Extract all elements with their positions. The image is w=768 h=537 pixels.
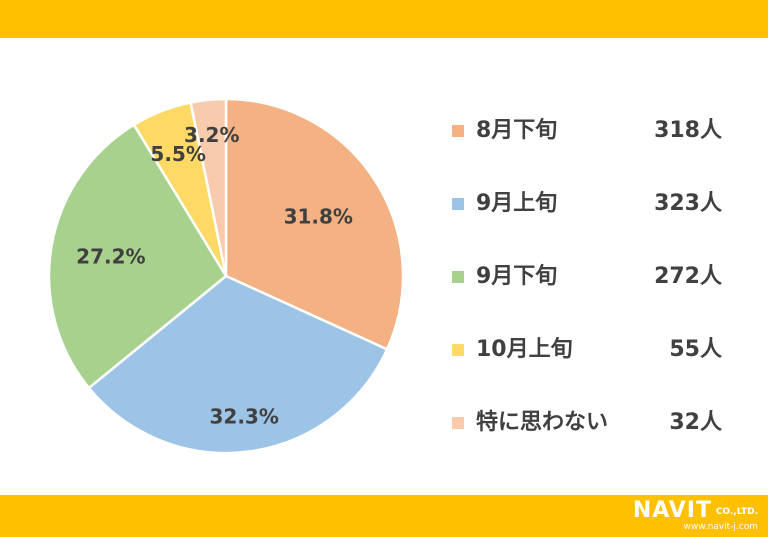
- logo-wordmark: NAVIT: [632, 498, 712, 523]
- legend-item: 特に思わない 32人: [452, 404, 742, 477]
- legend-swatch: [452, 125, 464, 137]
- legend-item: 8月下旬 318人: [452, 112, 742, 185]
- legend-swatch: [452, 344, 464, 356]
- pie-slice: [224, 97, 405, 352]
- slice-percent-label: 31.8%: [284, 205, 353, 229]
- legend-swatch: [452, 271, 464, 283]
- slice-percent-label: 32.3%: [209, 404, 278, 428]
- legend-label: 9月上旬: [476, 191, 558, 216]
- legend-label: 8月下旬: [476, 118, 558, 143]
- legend-label: 特に思わない: [476, 410, 609, 435]
- legend-swatch: [452, 198, 464, 210]
- slice-percent-label: 5.5%: [150, 142, 205, 166]
- legend-count: 55人: [669, 337, 722, 362]
- logo-url: www.navit-j.com: [683, 522, 758, 532]
- legend-label: 9月下旬: [476, 264, 558, 289]
- logo-suffix: CO.,LTD.: [715, 507, 758, 517]
- legend-label: 10月上旬: [476, 337, 573, 362]
- slice-percent-label: 27.2%: [76, 244, 145, 268]
- legend-count: 272人: [654, 264, 722, 289]
- legend-swatch: [452, 417, 464, 429]
- pie-slice: [189, 97, 228, 277]
- company-logo: NAVIT CO.,LTD. www.navit-j.com: [618, 498, 758, 533]
- pie-chart: 31.8% 32.3% 27.2% 5.5%3.2%: [47, 97, 405, 455]
- pie-slice: [47, 123, 228, 390]
- header-band: [0, 0, 768, 38]
- legend-count: 32人: [669, 410, 722, 435]
- slice-percent-label: 3.2%: [184, 123, 239, 147]
- pie-slice: [87, 274, 389, 455]
- legend-item: 10月上旬 55人: [452, 331, 742, 404]
- legend-item: 9月上旬 323人: [452, 185, 742, 258]
- footer-band: [0, 495, 768, 537]
- legend-count: 323人: [654, 191, 722, 216]
- legend: 8月下旬 318人 9月上旬 323人 9月下旬 272人 10月上旬 55人 …: [452, 112, 742, 477]
- legend-item: 9月下旬 272人: [452, 258, 742, 331]
- legend-count: 318人: [654, 118, 722, 143]
